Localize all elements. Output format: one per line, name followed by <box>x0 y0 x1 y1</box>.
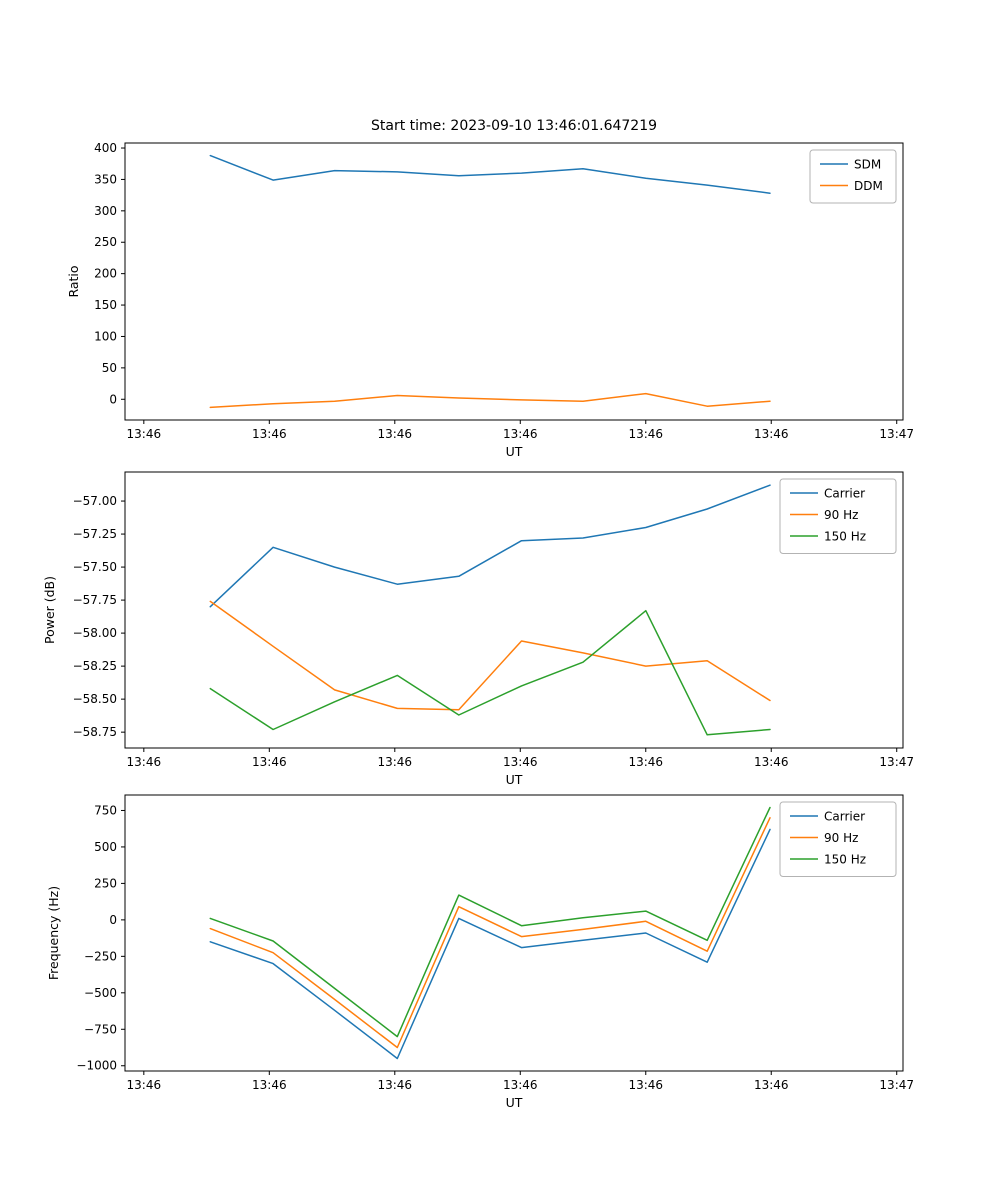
y-tick-label: 0 <box>109 392 117 406</box>
y-tick-label: −58.50 <box>73 692 117 706</box>
y-tick-label: −750 <box>84 1022 117 1036</box>
x-tick-label: 13:46 <box>127 1078 162 1092</box>
subplot-ratio: 13:46 13:46 13:46 13:46 13:46 13:46 13:47 0 50 10… <box>66 141 914 459</box>
x-tick-label: 13:46 <box>127 755 162 769</box>
legend-label: Carrier <box>824 810 865 824</box>
legend: SDM DDM <box>809 149 897 204</box>
legend-label: 150 Hz <box>824 530 866 544</box>
legend: Carrier 90 Hz 150 Hz <box>779 478 897 554</box>
y-tick-label: 500 <box>94 840 117 854</box>
series-line-90-hz <box>209 817 771 1049</box>
y-tick-label: 250 <box>94 876 117 890</box>
y-tick-label: 200 <box>94 267 117 281</box>
x-tick-label: 13:46 <box>754 427 789 441</box>
x-axis-label: UT <box>506 772 523 787</box>
series-line-carrier <box>209 484 771 608</box>
y-tick-label: −57.75 <box>73 593 117 607</box>
y-tick-label: −57.50 <box>73 560 117 574</box>
y-tick-label: −1000 <box>76 1059 117 1073</box>
series-line-150-hz <box>209 806 771 1038</box>
x-tick-label: 13:47 <box>879 755 914 769</box>
x-tick-label: 13:47 <box>879 1078 914 1092</box>
x-axis-label: UT <box>506 1095 523 1110</box>
legend-label: SDM <box>854 158 881 172</box>
x-tick-label: 13:46 <box>503 427 538 441</box>
y-tick-label: −58.00 <box>73 626 117 640</box>
legend-label: DDM <box>854 179 883 193</box>
plot-border <box>124 471 904 749</box>
y-tick-label: −500 <box>84 986 117 1000</box>
x-tick-label: 13:46 <box>377 427 412 441</box>
y-tick-label: −57.25 <box>73 527 117 541</box>
y-tick-label: 300 <box>94 204 117 218</box>
y-tick-label: 350 <box>94 172 117 186</box>
y-tick-label: 750 <box>94 803 117 817</box>
x-tick-label: 13:46 <box>503 1078 538 1092</box>
y-tick-label: 100 <box>94 329 117 343</box>
legend-label: Carrier <box>824 487 865 501</box>
x-tick-label: 13:46 <box>628 427 663 441</box>
plot-border <box>124 794 904 1072</box>
y-axis-label: Ratio <box>66 265 81 297</box>
series-line-ddm <box>209 392 771 409</box>
y-axis-label: Power (dB) <box>42 576 57 644</box>
x-tick-label: 13:46 <box>754 1078 789 1092</box>
legend-box <box>809 149 897 204</box>
legend-label: 90 Hz <box>824 831 858 845</box>
series-line-90-hz <box>209 600 771 711</box>
x-axis-label: UT <box>506 444 523 459</box>
y-tick-label: −57.00 <box>73 494 117 508</box>
series-line-150-hz <box>209 609 771 736</box>
subplot-power: 13:46 13:46 13:46 13:46 13:46 13:46 13:47 −57.0… <box>42 471 914 787</box>
figure-title: Start time: 2023-09-10 13:46:01.647219 <box>370 118 658 134</box>
legend: Carrier 90 Hz 150 Hz <box>779 801 897 877</box>
x-tick-label: 13:46 <box>127 427 162 441</box>
y-tick-label: 250 <box>94 235 117 249</box>
series-line-carrier <box>209 828 771 1060</box>
x-tick-label: 13:46 <box>503 755 538 769</box>
x-tick-label: 13:46 <box>252 755 287 769</box>
x-tick-label: 13:46 <box>628 755 663 769</box>
x-tick-label: 13:46 <box>252 1078 287 1092</box>
series-line-sdm <box>209 154 771 194</box>
y-tick-label: 50 <box>102 361 117 375</box>
x-tick-label: 13:46 <box>377 755 412 769</box>
subplot-frequency: 13:46 13:46 13:46 13:46 13:46 13:46 13:47 −1000… <box>46 794 914 1110</box>
x-tick-label: 13:47 <box>879 427 914 441</box>
legend-box <box>779 801 897 877</box>
x-tick-label: 13:46 <box>377 1078 412 1092</box>
plot-border <box>124 142 904 421</box>
y-tick-label: −58.25 <box>73 659 117 673</box>
y-tick-label: −250 <box>84 949 117 963</box>
x-tick-label: 13:46 <box>754 755 789 769</box>
legend-box <box>779 478 897 554</box>
y-axis-label: Frequency (Hz) <box>46 886 61 980</box>
x-tick-label: 13:46 <box>628 1078 663 1092</box>
y-tick-label: 0 <box>109 913 117 927</box>
y-tick-label: 400 <box>94 141 117 155</box>
y-tick-label: 150 <box>94 298 117 312</box>
legend-label: 90 Hz <box>824 508 858 522</box>
legend-label: 150 Hz <box>824 853 866 867</box>
y-tick-label: −58.75 <box>73 725 117 739</box>
x-tick-label: 13:46 <box>252 427 287 441</box>
